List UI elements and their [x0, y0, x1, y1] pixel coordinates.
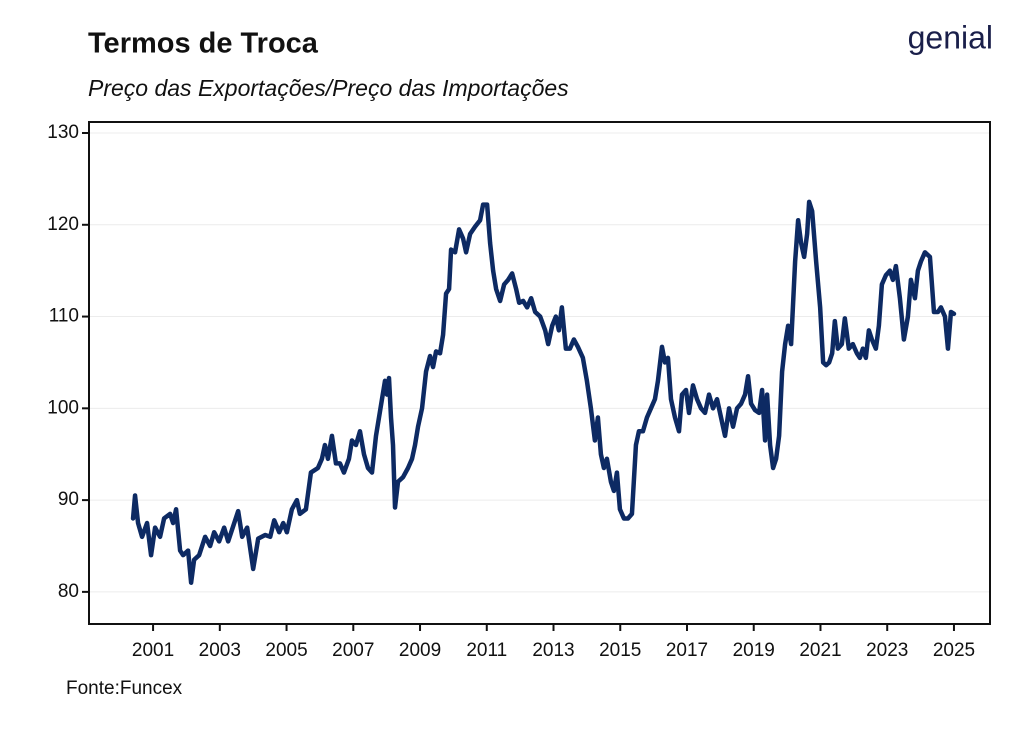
logo: genial — [908, 19, 993, 55]
x-tick-label: 2007 — [332, 640, 374, 661]
x-tick-label: 2005 — [265, 640, 307, 661]
chart-title: Termos de Troca — [88, 28, 319, 60]
x-tick-label: 2011 — [466, 640, 507, 661]
y-tick-label: 130 — [47, 122, 79, 143]
y-tick-label: 110 — [49, 306, 79, 327]
y-tick-label: 100 — [47, 397, 79, 418]
y-tick-label: 120 — [47, 214, 79, 235]
x-tick-label: 2003 — [199, 640, 241, 661]
plot-frame — [88, 121, 991, 625]
x-tick-label: 2025 — [933, 640, 975, 661]
x-tick-label: 2001 — [132, 640, 174, 661]
y-tick-label: 90 — [58, 489, 79, 510]
x-tick-label: 2013 — [532, 640, 574, 661]
x-tick-label: 2017 — [666, 640, 708, 661]
y-tick-label: 80 — [58, 581, 79, 602]
chart-subtitle: Preço das Exportações/Preço das Importaç… — [88, 75, 569, 101]
source-note: Fonte:Funcex — [66, 678, 183, 699]
x-tick-label: 2021 — [799, 640, 841, 661]
x-tick-label: 2009 — [399, 640, 441, 661]
x-tick-label: 2019 — [733, 640, 775, 661]
x-tick-label: 2023 — [866, 640, 908, 661]
series-line — [130, 199, 957, 585]
x-tick-label: 2015 — [599, 640, 641, 661]
